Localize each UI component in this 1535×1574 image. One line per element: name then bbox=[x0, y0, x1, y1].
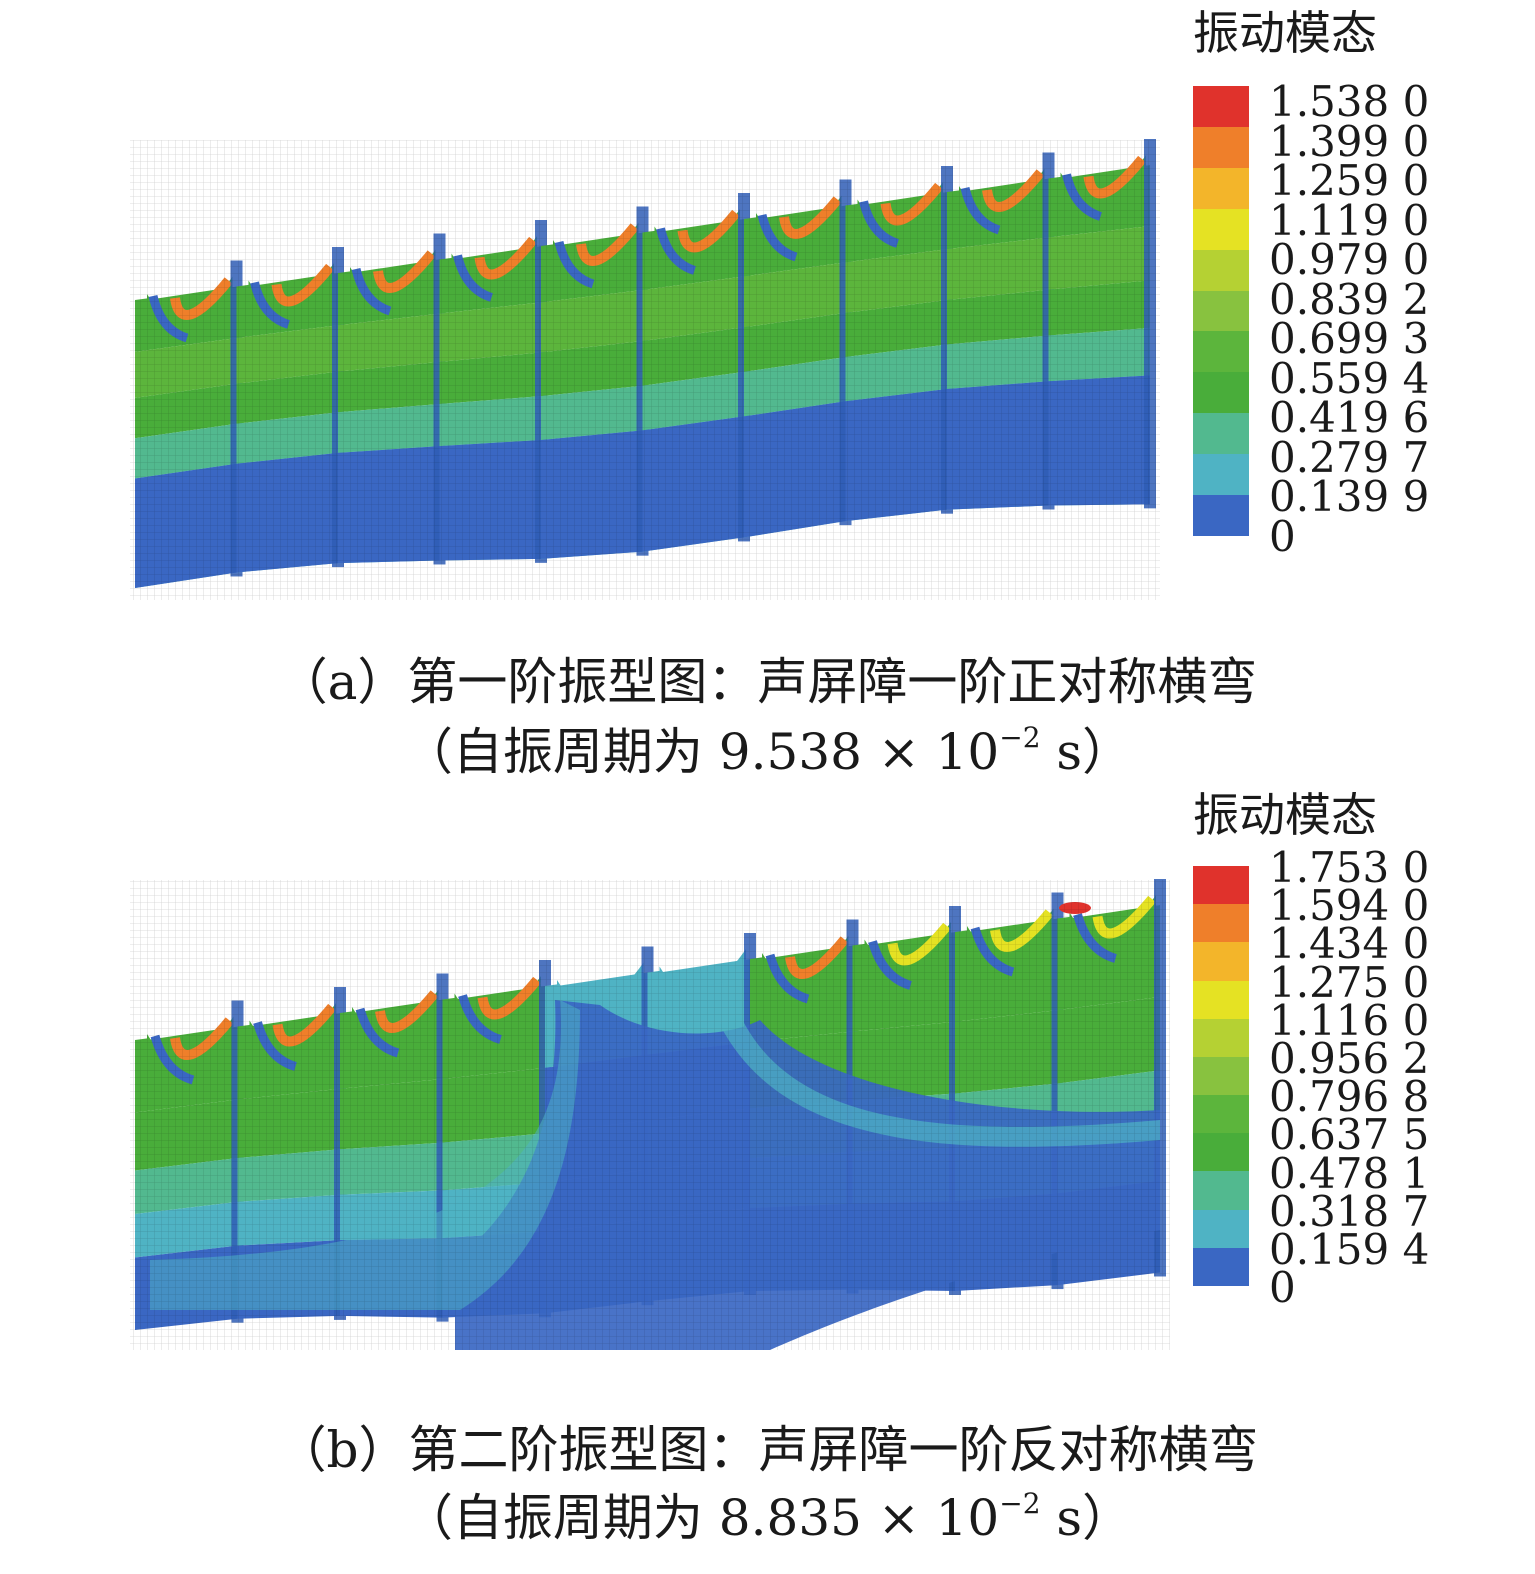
legend-value: 0.478 1 bbox=[1269, 1148, 1430, 1198]
legend-swatch bbox=[1193, 1209, 1249, 1249]
legend-value: 1.753 0 bbox=[1269, 843, 1430, 892]
legend-value: 1.399 0 bbox=[1269, 116, 1430, 166]
caption-unit: s） bbox=[1040, 723, 1133, 781]
legend-value: 0.956 2 bbox=[1269, 1034, 1430, 1083]
legend-swatch bbox=[1193, 1056, 1249, 1096]
legend-swatch bbox=[1193, 126, 1249, 169]
mode-shape-model bbox=[130, 105, 1160, 600]
legend-swatch bbox=[1193, 495, 1249, 537]
legend-value: 0.637 5 bbox=[1269, 1110, 1430, 1160]
mesh-overlay bbox=[130, 140, 1160, 600]
legend-swatch bbox=[1193, 372, 1249, 414]
legend-color-bar bbox=[1193, 86, 1249, 537]
legend-value: 0.796 8 bbox=[1269, 1072, 1430, 1122]
caption-exponent: −2 bbox=[999, 1487, 1041, 1520]
legend-swatch bbox=[1193, 413, 1249, 455]
caption-period-text: （自振周期为 8.835 × 10 bbox=[402, 1489, 1000, 1547]
legend-swatch bbox=[1193, 454, 1249, 496]
legend-title: 振动模态 bbox=[1193, 6, 1377, 60]
legend-swatch bbox=[1193, 866, 1249, 905]
caption-line-2: （自振周期为 9.538 × 10−2 s） bbox=[0, 722, 1535, 782]
legend-value: 1.538 0 bbox=[1269, 77, 1430, 126]
legend-value: 0.839 2 bbox=[1269, 274, 1430, 324]
legend-value: 1.259 0 bbox=[1269, 156, 1430, 205]
legend-swatch bbox=[1193, 904, 1249, 943]
panel-mode-1: 振动模态 1.538 0 1.399 0 1.259 0 1.119 0 0.979 0… bbox=[0, 6, 1535, 782]
panel-mode-2: 振动模态 1.753 0 1.594 0 1.434 0 1.275 0 1.116 0… bbox=[0, 790, 1535, 1574]
legend-swatch bbox=[1193, 208, 1249, 251]
legend-swatch bbox=[1193, 1133, 1249, 1172]
legend-value: 0.279 7 bbox=[1269, 432, 1430, 482]
caption-period-text: （自振周期为 9.538 × 10 bbox=[402, 723, 1000, 781]
caption-line-2: （自振周期为 8.835 × 10−2 s） bbox=[0, 1488, 1535, 1548]
legend-swatch bbox=[1193, 1171, 1249, 1211]
legend-value: 0.159 4 bbox=[1269, 1225, 1430, 1274]
legend-swatch bbox=[1193, 331, 1249, 373]
legend-value: 0.559 4 bbox=[1269, 353, 1430, 403]
legend-title: 振动模态 bbox=[1193, 788, 1377, 842]
mesh-overlay bbox=[130, 880, 1170, 1350]
legend-value: 1.119 0 bbox=[1269, 195, 1430, 245]
legend-color-bar bbox=[1193, 866, 1249, 1287]
legend-value: 0.419 6 bbox=[1269, 393, 1430, 442]
legend-swatch bbox=[1193, 1095, 1249, 1134]
legend-swatch bbox=[1193, 86, 1249, 128]
caption-unit: s） bbox=[1040, 1489, 1133, 1547]
legend-swatch bbox=[1193, 980, 1249, 1020]
legend-value: 0.139 9 bbox=[1269, 472, 1430, 521]
legend-value: 0 bbox=[1269, 1263, 1296, 1313]
legend-value: 0.699 3 bbox=[1269, 314, 1430, 363]
legend-swatch bbox=[1193, 290, 1249, 332]
caption-line-1: （a）第一阶振型图：声屏障一阶正对称横弯 bbox=[277, 653, 1258, 711]
legend-value: 1.434 0 bbox=[1269, 919, 1430, 969]
legend-value: 1.275 0 bbox=[1269, 957, 1430, 1007]
legend-value: 1.594 0 bbox=[1269, 881, 1430, 931]
legend-value: 0 bbox=[1269, 511, 1296, 561]
legend-value: 1.116 0 bbox=[1269, 995, 1430, 1045]
legend-value: 0.318 7 bbox=[1269, 1186, 1430, 1236]
caption-exponent: −2 bbox=[999, 721, 1041, 754]
legend-value: 0.979 0 bbox=[1269, 235, 1430, 284]
legend-swatch bbox=[1193, 942, 1249, 982]
mode-shape-model bbox=[130, 835, 1170, 1350]
legend-swatch bbox=[1193, 167, 1249, 210]
legend-swatch bbox=[1193, 249, 1249, 292]
legend-swatch bbox=[1193, 1247, 1249, 1287]
legend-swatch bbox=[1193, 1018, 1249, 1058]
caption-line-1: （b）第二阶振型图：声屏障一阶反对称横弯 bbox=[276, 1421, 1259, 1479]
